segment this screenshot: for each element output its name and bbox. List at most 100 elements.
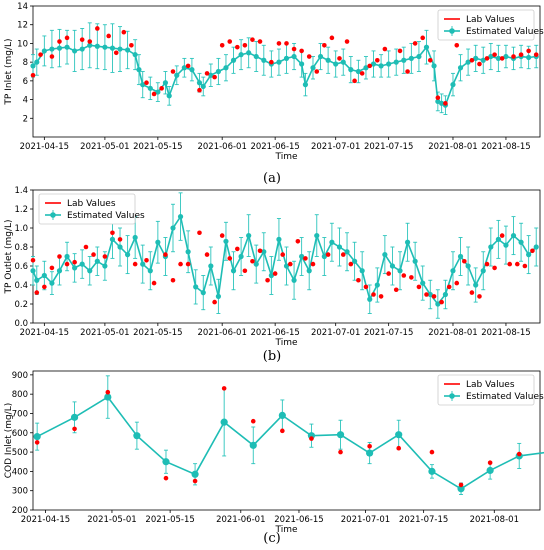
estimated-value-point [117, 46, 123, 52]
estimated-value-point [427, 291, 433, 298]
estimated-value-point [238, 253, 244, 260]
lab-value-point [221, 386, 227, 391]
lab-value-point [439, 299, 444, 305]
estimated-value-point [253, 261, 259, 267]
estimated-value-point [189, 67, 195, 73]
estimated-value-point [200, 83, 206, 90]
x-tick-label: 2021-05-01 [87, 515, 136, 525]
lab-value-point [397, 48, 403, 54]
x-axis-label: Time [274, 525, 297, 535]
estimated-value-point [503, 53, 509, 60]
estimated-value-point [510, 233, 517, 239]
estimated-value-point [94, 43, 100, 49]
estimated-value-point [397, 268, 403, 274]
estimated-value-point [162, 80, 169, 86]
estimated-value-point [208, 72, 214, 78]
estimated-value-point [533, 244, 539, 250]
lab-value-point [303, 256, 308, 261]
estimated-value-point [321, 253, 327, 260]
estimated-value-point [480, 268, 486, 274]
estimated-value-point [473, 282, 479, 288]
y-tick-label: 8 [23, 58, 28, 68]
lab-value-point [371, 292, 376, 297]
estimated-value-point [155, 89, 161, 95]
x-tick-label: 2021-07-15 [399, 515, 448, 525]
lab-value-point [280, 428, 285, 434]
lab-value-point [522, 263, 528, 269]
series-points-lab-values [34, 386, 522, 488]
chart-panel-3: 200 300 400 500 600 700 800 900 2021-04-15 2021-0… [4, 370, 544, 546]
legend: Lab Values Estimated Values [437, 374, 544, 406]
x-tick-label: 2021-06-01 [216, 515, 265, 525]
y-axis-label: COD Inlet (mg/L) [4, 403, 14, 479]
lab-value-point [106, 33, 111, 39]
lab-value-point [454, 43, 460, 48]
lab-value-point [38, 52, 43, 57]
lab-value-point [163, 475, 169, 481]
panel-label: (a) [263, 171, 281, 186]
lab-value-point [511, 54, 516, 59]
estimated-value-point [261, 57, 267, 63]
estimated-value-point [140, 82, 146, 88]
estimated-value-point [283, 55, 290, 62]
estimated-value-point [166, 93, 172, 99]
lab-value-point [197, 230, 202, 236]
lab-value-point [42, 284, 47, 290]
estimated-value-point [261, 249, 267, 255]
estimated-value-point [276, 236, 282, 242]
y-tick-label: 0.6 [14, 262, 28, 272]
panel-label: (b) [263, 349, 281, 364]
y-tick-label: 1.2 [14, 205, 28, 215]
lab-value-point [178, 261, 183, 267]
lab-value-point [409, 275, 414, 280]
lab-value-point [477, 294, 482, 299]
estimated-value-point [191, 470, 199, 478]
lab-value-point [340, 252, 346, 257]
lab-value-point [338, 449, 343, 455]
lab-value-point [378, 294, 384, 299]
lab-value-point [132, 261, 138, 267]
estimated-value-point [423, 44, 430, 50]
legend-box [437, 9, 535, 41]
lab-value-point [144, 80, 149, 86]
legend-box [437, 374, 535, 406]
lab-value-point [235, 246, 240, 252]
estimated-value-point [495, 236, 501, 242]
estimated-value-point [473, 55, 479, 62]
y-axis-label: TP Outlet (mg/L) [4, 219, 14, 294]
estimated-value-point [104, 393, 112, 401]
estimated-value-point [325, 57, 331, 63]
lab-value-point [105, 389, 111, 395]
lab-value-point [469, 57, 475, 63]
lab-value-point [49, 265, 55, 271]
estimated-value-point [79, 46, 85, 52]
estimated-value-point [333, 61, 339, 67]
estimated-value-point [503, 242, 509, 248]
estimated-value-point [276, 59, 282, 65]
estimated-value-point [457, 65, 464, 71]
y-tick-label: 900 [12, 371, 28, 381]
lab-value-point [250, 37, 255, 42]
estimated-value-point [185, 249, 191, 255]
lab-value-point [291, 46, 297, 52]
estimated-value-point [249, 441, 257, 449]
lab-value-point [514, 261, 520, 267]
lab-value-point [309, 436, 314, 441]
estimated-value-point [465, 59, 471, 65]
estimated-value-point [223, 238, 229, 244]
estimated-value-point [230, 268, 237, 274]
lab-value-point [359, 71, 365, 76]
estimated-value-point [238, 52, 244, 58]
estimated-value-point [64, 253, 70, 260]
lab-value-point [516, 451, 522, 457]
lab-value-point [242, 43, 248, 48]
lab-value-point [469, 290, 475, 295]
series-markers-estimated-values [33, 393, 523, 493]
estimated-value-point [488, 244, 494, 250]
y-tick-label: 200 [12, 506, 28, 516]
lab-value-point [265, 277, 270, 283]
estimated-value-point [208, 263, 214, 269]
lab-value-point [382, 46, 388, 52]
estimated-value-point [124, 252, 131, 258]
estimated-value-point [196, 80, 203, 86]
